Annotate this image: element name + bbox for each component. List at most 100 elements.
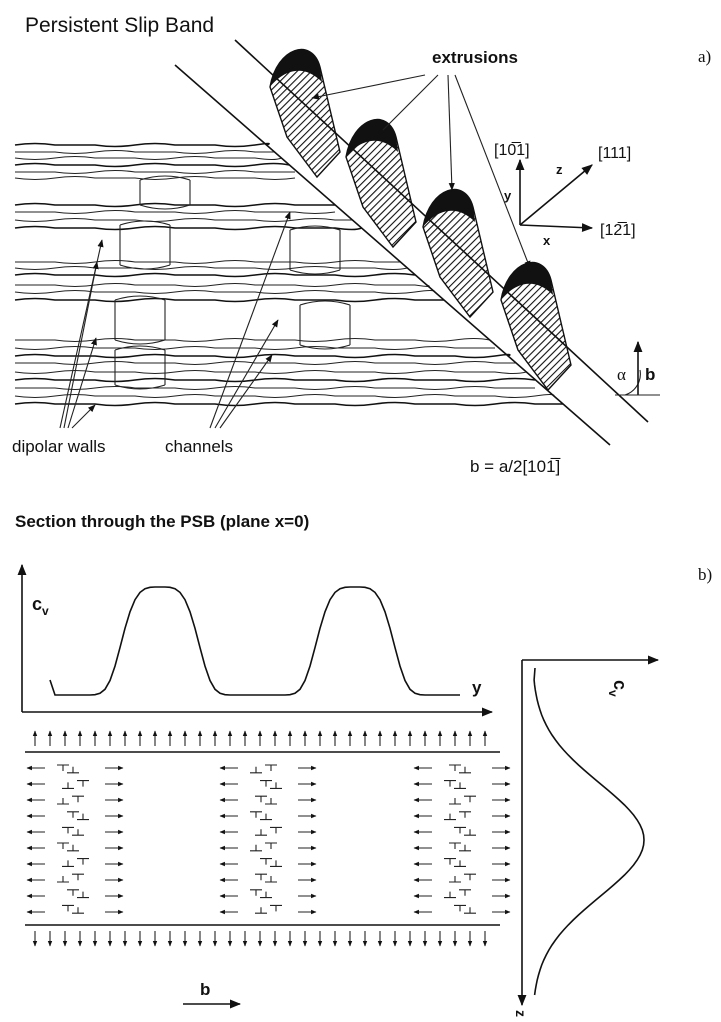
vacancy-profile [49, 586, 460, 696]
dislocation [57, 876, 69, 883]
dislocation [255, 907, 267, 914]
dislocation [270, 904, 282, 912]
dislocation [449, 842, 461, 849]
angle-arc [624, 369, 641, 396]
burgers-symbol: b [200, 980, 210, 999]
slip-line [14, 202, 335, 208]
dislocation [260, 858, 272, 865]
slip-line [14, 345, 495, 351]
dislocation [459, 844, 471, 852]
angle-label: α [617, 365, 626, 384]
burgers-vector: b = a/2[101̅] [470, 457, 561, 476]
dislocation [265, 842, 277, 849]
slip-line [14, 155, 282, 161]
extrusion-cap [501, 262, 553, 300]
dislocation [57, 764, 69, 771]
dislocation [265, 764, 277, 771]
dislocation [62, 826, 74, 834]
dislocation [250, 766, 262, 774]
slip-line [14, 385, 535, 391]
psb-boundary [174, 64, 611, 446]
dislocation [255, 795, 267, 803]
slip-line [14, 297, 445, 303]
dislocation [77, 858, 89, 865]
dislocation [67, 889, 79, 896]
dislocation [454, 904, 466, 912]
flux-arrows [26, 730, 511, 947]
extrusion-arrows [311, 74, 531, 269]
section-title: Section through the PSB (plane x=0) [15, 512, 309, 531]
dislocation [72, 795, 84, 803]
dislocation [77, 780, 89, 787]
dislocation [77, 813, 89, 821]
dislocation [444, 813, 456, 821]
slip-line [14, 169, 295, 175]
slip-line [14, 217, 354, 223]
dislocation [464, 873, 476, 881]
dislocation [449, 876, 461, 883]
extrusions [269, 48, 572, 392]
dislocation [250, 811, 262, 818]
dislocation [77, 891, 89, 899]
dislocation [255, 829, 267, 836]
dislocation [454, 826, 466, 834]
dislocation-walls [57, 764, 476, 914]
axis-direction: [111] [598, 145, 631, 162]
extrusion-cap [423, 189, 475, 227]
axis-label: cv [606, 680, 630, 697]
dislocation [67, 811, 79, 818]
axis-direction: [10̅1] [494, 141, 530, 159]
dislocation [459, 766, 471, 774]
slip-line [14, 225, 362, 231]
dislocation [449, 764, 461, 771]
subscript: v [42, 604, 49, 618]
axis-label: z [513, 1010, 529, 1017]
dislocation [454, 860, 466, 867]
slip-line [14, 360, 517, 366]
slip-line [14, 377, 536, 383]
dislocation [62, 860, 74, 867]
slip-line [15, 209, 336, 215]
dislocation [57, 842, 69, 849]
dislocation [444, 858, 456, 865]
slip-line [15, 282, 430, 288]
dislocation [255, 873, 267, 881]
dislocation [250, 844, 262, 852]
slip-line [15, 337, 490, 343]
slip-line [14, 175, 296, 181]
slip-line [14, 369, 527, 375]
slip-line [14, 289, 436, 295]
extrusion-cap [270, 49, 322, 87]
dislocation [260, 891, 272, 899]
slip-line [14, 265, 408, 271]
dislocation [270, 782, 282, 789]
slip-line [14, 142, 270, 148]
panel-label: a) [698, 47, 711, 66]
slip-line [14, 401, 564, 407]
symbol: c [32, 594, 42, 614]
dislocation [449, 798, 461, 805]
burgers-symbol: b [645, 365, 655, 384]
slip-line [14, 393, 555, 399]
axis-label: y [504, 188, 512, 203]
dislocation [464, 907, 476, 914]
axis-label: z [556, 162, 563, 177]
dislocation [67, 766, 79, 774]
dislocation [62, 904, 74, 912]
psb-boundary [234, 39, 649, 423]
dislocation [265, 798, 277, 805]
dislocation [260, 780, 272, 787]
dislocation-loop [114, 295, 166, 345]
dislocation [72, 873, 84, 881]
dislocation-loop [289, 225, 341, 275]
dislocation [464, 829, 476, 836]
dislocation [67, 844, 79, 852]
dislocation [270, 860, 282, 867]
dislocation [464, 795, 476, 803]
axis-label: x [543, 233, 551, 248]
panel-label: b) [698, 565, 712, 584]
dislocation [250, 889, 262, 896]
dislocation [459, 889, 471, 896]
wall-arrows [59, 211, 291, 429]
